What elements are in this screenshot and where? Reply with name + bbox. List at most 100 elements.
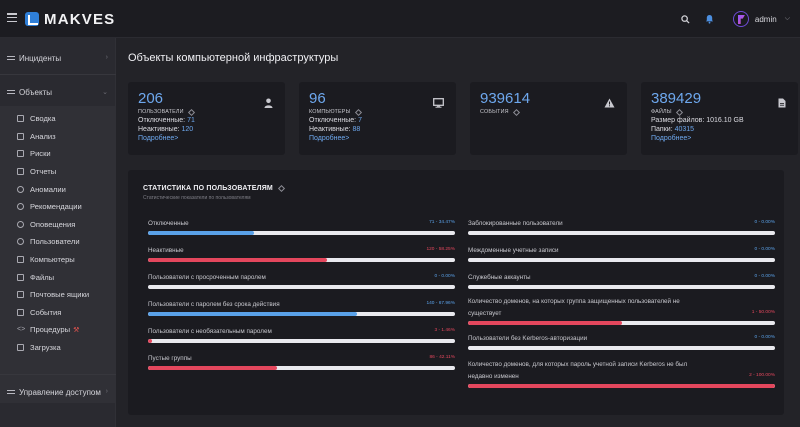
stat-value: 0 - 0.00% (754, 247, 775, 252)
wrench-icon: ⚒ (73, 326, 80, 334)
bulb-icon (17, 203, 24, 211)
sidebar-item-label: Сводка (30, 114, 56, 124)
sidebar-item-events[interactable]: События (0, 304, 116, 322)
info-icon[interactable] (675, 108, 683, 116)
anomaly-icon (17, 185, 24, 193)
card-caption: ПОЛЬЗОВАТЕЛИ (138, 109, 184, 115)
stat-inactive-users: Неактивные 120 - 58.25% (148, 245, 455, 265)
users-count: 206 (138, 90, 164, 107)
sidebar-item-anomalies[interactable]: Аномалии (0, 180, 116, 198)
stat-progress-fill (148, 366, 278, 370)
row-label: Размер файлов: (651, 117, 705, 124)
stat-label-continued: существует (468, 310, 502, 317)
logo[interactable]: MAKVES (25, 10, 115, 28)
sidebar-item-label: Файлы (30, 272, 55, 282)
users-caption: ПОЛЬЗОВАТЕЛИ (138, 108, 275, 116)
files-more-link[interactable]: Подробнее> (651, 135, 692, 142)
stat-progress-bar (468, 346, 775, 350)
sidebar-group-incidents[interactable]: Инциденты › (0, 42, 116, 74)
sidebar-item-label: Загрузка (30, 343, 61, 353)
stat-domains-kerberos-password-not-changed: Количество доменов, для которых пароль у… (468, 359, 775, 389)
sidebar-item-computers[interactable]: Компьютеры (0, 251, 116, 269)
user-name[interactable]: admin (754, 14, 777, 24)
stat-value: 0 - 0.00% (754, 220, 775, 225)
stat-disabled-users: Отключенные 71 - 34.47% (148, 218, 455, 238)
computers-more-link[interactable]: Подробнее> (309, 135, 350, 142)
row-label: Папки: (651, 126, 673, 133)
stat-label: Пользователи с необязательным паролем (148, 328, 272, 335)
user-icon (264, 95, 273, 113)
monitor-icon (433, 95, 444, 113)
notification-bell-icon[interactable] (703, 12, 717, 26)
row-value: 71 (187, 117, 195, 124)
files-caption: ФАЙЛЫ (651, 108, 788, 116)
files-count: 389429 (651, 90, 702, 107)
risk-icon (17, 150, 24, 158)
sidebar-item-analysis[interactable]: Анализ (0, 128, 116, 146)
users-icon (17, 238, 24, 246)
computers-count: 96 (309, 90, 326, 107)
sidebar-item-label: Почтовые ящики (30, 290, 90, 300)
panel-title: СТАТИСТИКА ПО ПОЛЬЗОВАТЕЛЯМ (143, 184, 285, 193)
sidebar-group-access-management[interactable]: Управление доступом › (0, 376, 116, 408)
sidebar-item-label: Анализ (30, 131, 56, 141)
stat-value: 0 - 0.00% (754, 335, 775, 340)
row-label: Неактивные: (309, 126, 351, 133)
code-icon: <> (17, 326, 26, 334)
sidebar-item-alerts[interactable]: Оповещения (0, 216, 116, 234)
logo-text: MAKVES (44, 10, 116, 28)
stat-empty-groups: Пустые группы 86 - 42.11% (148, 353, 455, 373)
computers-card: 96 КОМПЬЮТЕРЫ Отключенные: 7 Неактивные:… (299, 82, 456, 155)
divider (0, 374, 116, 375)
sidebar-item-label: Компьютеры (30, 255, 75, 265)
files-card: 389429 ФАЙЛЫ Размер файлов: 1016.10 GB П… (641, 82, 798, 155)
row-label: Отключенные: (138, 117, 186, 124)
stat-progress-bar (148, 312, 455, 316)
event-icon (17, 308, 24, 316)
stat-progress-bar (468, 258, 775, 262)
sidebar-item-reports[interactable]: Отчеты (0, 163, 116, 181)
sidebar-item-summary[interactable]: Сводка (0, 110, 116, 128)
report-icon (17, 168, 24, 176)
list-icon (7, 55, 15, 61)
sidebar-item-label: Пользователи (30, 237, 80, 247)
info-icon[interactable] (187, 108, 195, 116)
info-icon[interactable] (277, 184, 285, 193)
panel-title-text: СТАТИСТИКА ПО ПОЛЬЗОВАТЕЛЯМ (143, 185, 273, 192)
stat-label-continued: недавно изменен (468, 373, 519, 380)
user-statistics-panel: СТАТИСТИКА ПО ПОЛЬЗОВАТЕЛЯМ Статистическ… (128, 170, 784, 415)
stat-label: Количество доменов, для которых пароль у… (468, 361, 688, 368)
user-menu-chevron-down-icon[interactable]: ⌵ (784, 15, 790, 22)
menu-toggle-icon[interactable] (7, 13, 17, 23)
sidebar-group-label: Инциденты (19, 53, 62, 63)
top-right-controls: admin ⌵ (679, 0, 790, 38)
files-folders-row: Папки: 40315 (651, 125, 788, 134)
top-bar: MAKVES admin ⌵ (0, 0, 800, 38)
sidebar-item-files[interactable]: Файлы (0, 268, 116, 286)
user-avatar[interactable] (732, 11, 749, 27)
stat-domains-without-protected-users-group: Количество доменов, на которых группа за… (468, 296, 775, 326)
sidebar-group-objects[interactable]: Объекты ⌄ (0, 76, 116, 108)
stat-value: 0 - 0.00% (434, 274, 455, 279)
sidebar-item-mailboxes[interactable]: Почтовые ящики (0, 286, 116, 304)
sidebar-item-risks[interactable]: Риски (0, 145, 116, 163)
users-more-link[interactable]: Подробнее> (138, 135, 179, 142)
sidebar-item-label: Процедуры (30, 325, 71, 335)
list-icon (7, 389, 15, 395)
sidebar-item-users[interactable]: Пользователи (0, 233, 116, 251)
search-icon[interactable] (679, 12, 693, 26)
stat-nonexpiring-password-users: Пользователи с паролем без срока действи… (148, 299, 455, 319)
sidebar-item-recommendations[interactable]: Рекомендации (0, 198, 116, 216)
info-icon[interactable] (354, 108, 362, 116)
stat-progress-bar (148, 258, 455, 262)
chart-icon (17, 132, 24, 140)
row-value: 88 (352, 126, 361, 133)
info-icon[interactable] (512, 108, 520, 116)
sidebar-item-procedures[interactable]: <> Процедуры ⚒ (0, 321, 116, 339)
stat-progress-fill (148, 231, 254, 235)
row-value: 120 (181, 126, 194, 133)
chevron-right-icon: › (105, 54, 108, 61)
card-caption: СОБЫТИЯ (480, 109, 509, 115)
sidebar-item-upload[interactable]: Загрузка (0, 339, 116, 357)
row-label: Неактивные: (138, 126, 180, 133)
